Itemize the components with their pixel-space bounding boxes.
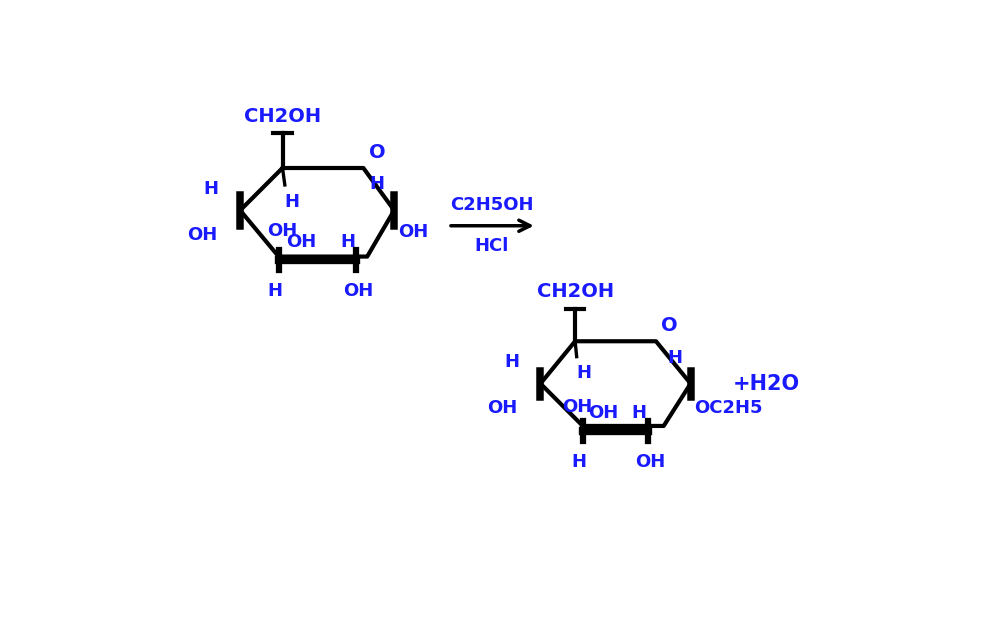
Text: OC2H5: OC2H5 [695, 399, 763, 417]
Text: H: H [667, 348, 682, 367]
Text: HCl: HCl [475, 238, 509, 255]
Text: H: H [577, 364, 591, 382]
Text: OH: OH [589, 404, 619, 422]
Text: H: H [267, 282, 282, 300]
Text: H: H [370, 175, 385, 193]
Text: H: H [632, 404, 647, 422]
Text: H: H [204, 180, 219, 198]
Text: OH: OH [267, 222, 297, 240]
Text: OH: OH [286, 233, 317, 251]
Text: OH: OH [487, 399, 517, 417]
Text: C2H5OH: C2H5OH [451, 196, 533, 214]
Text: O: O [369, 143, 385, 162]
Text: OH: OH [635, 453, 665, 471]
Text: H: H [504, 353, 519, 371]
Text: OH: OH [562, 398, 593, 416]
Text: O: O [661, 316, 678, 335]
Text: H: H [341, 233, 356, 251]
Text: OH: OH [343, 282, 373, 300]
Text: CH2OH: CH2OH [536, 282, 614, 301]
Text: H: H [284, 193, 299, 210]
Text: +H2O: +H2O [733, 374, 800, 394]
Text: CH2OH: CH2OH [244, 106, 322, 125]
Text: OH: OH [398, 223, 428, 241]
Text: H: H [572, 453, 587, 471]
Text: OH: OH [186, 226, 217, 244]
